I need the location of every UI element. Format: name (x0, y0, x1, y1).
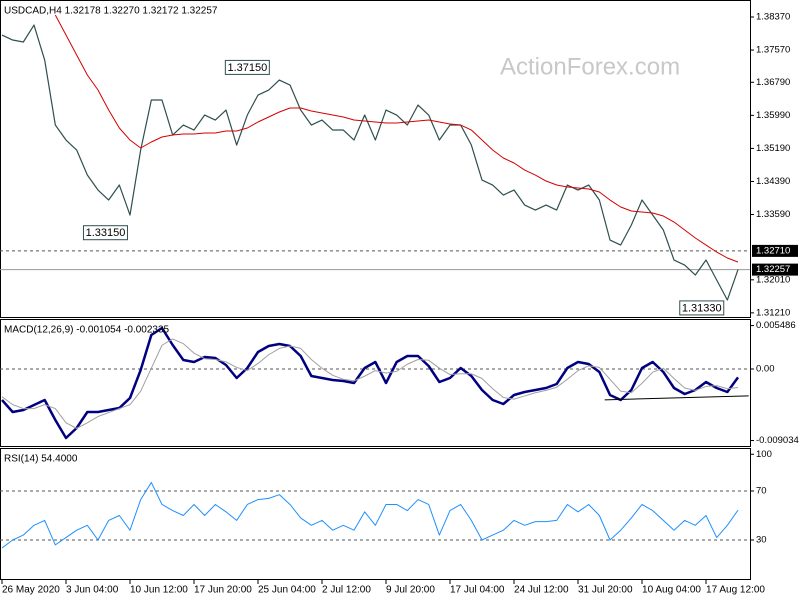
x-tick-label: 25 Jun 04:00 (258, 585, 316, 596)
y-tick-label: 0.00 (756, 364, 775, 375)
y-tick-label: 1.33590 (756, 209, 790, 220)
series-line (1, 481, 739, 549)
y-tick-label: -0.009034 (756, 435, 799, 446)
level-tag-label: 1.32710 (756, 245, 790, 256)
watermark: ActionForex.com (500, 53, 680, 80)
x-tick-label: 31 Jul 20:00 (578, 585, 633, 596)
panel-title: RSI(14) 54.4000 (4, 454, 78, 465)
y-tick-label: 1.35190 (756, 143, 790, 154)
y-tick-label: 1.31210 (756, 307, 790, 318)
annotation-box (224, 59, 270, 75)
x-tick-label: 17 Aug 12:00 (706, 585, 765, 596)
x-tick-label: 2 Jul 12:00 (322, 585, 371, 596)
panel-title: MACD(12,26,9) -0.001054 -0.002335 (4, 325, 170, 336)
y-tick-label: 1.32010 (756, 274, 790, 285)
trendline (604, 395, 749, 401)
annotation-box (82, 225, 128, 241)
annotation-label: 1.31330 (682, 302, 722, 314)
panel-title: USDCAD,H4 1.32178 1.32270 1.32172 1.3225… (4, 6, 218, 17)
level-tag-label: 1.32257 (756, 264, 790, 275)
y-tick-label: 100 (756, 449, 772, 460)
y-tick-label: 70 (756, 486, 767, 497)
x-tick-label: 10 Jun 12:00 (130, 585, 188, 596)
series-line (1, 326, 740, 440)
y-tick-label: 1.38370 (756, 12, 790, 23)
x-tick-label: 17 Jul 04:00 (450, 585, 505, 596)
series-line (1, 338, 739, 429)
x-tick-label: 26 May 2020 (2, 585, 60, 596)
panel-frame (0, 0, 751, 318)
y-tick-label: 1.36790 (756, 77, 790, 88)
annotation-label: 1.37150 (227, 62, 267, 74)
x-tick-label: 3 Jun 04:00 (66, 585, 119, 596)
level-tag (752, 263, 798, 276)
y-tick-label: 1.37570 (756, 45, 790, 56)
x-tick-label: 10 Aug 04:00 (642, 585, 701, 596)
panel-frame (0, 448, 751, 580)
y-tick-label: 1.34390 (756, 176, 790, 187)
series-line (54, 14, 739, 263)
x-tick-label: 17 Jun 20:00 (194, 585, 252, 596)
series-line (1, 24, 739, 301)
y-tick-label: 30 (756, 535, 767, 546)
annotation-label: 1.33150 (86, 227, 126, 239)
panel-frame (0, 319, 751, 447)
annotation-box (679, 300, 725, 316)
x-tick-label: 24 Jul 12:00 (514, 585, 569, 596)
level-tag (752, 244, 798, 257)
y-tick-label: 1.35990 (756, 110, 790, 121)
x-tick-label: 9 Jul 20:00 (386, 585, 435, 596)
y-tick-label: 0.005486 (756, 320, 796, 331)
